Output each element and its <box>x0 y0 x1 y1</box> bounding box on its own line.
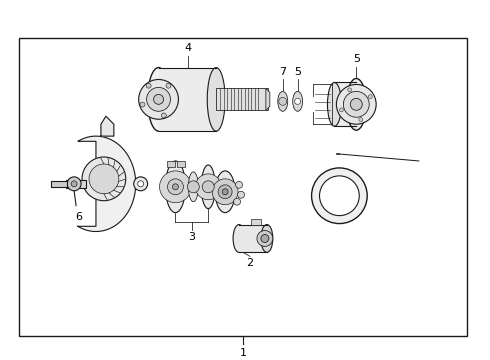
Bar <box>251 219 261 225</box>
Circle shape <box>71 181 77 187</box>
Circle shape <box>140 102 145 107</box>
Ellipse shape <box>188 172 198 202</box>
Bar <box>51 181 67 187</box>
Circle shape <box>202 181 214 193</box>
Circle shape <box>139 80 178 119</box>
Ellipse shape <box>293 91 303 111</box>
Circle shape <box>212 179 238 205</box>
Circle shape <box>146 83 151 88</box>
Circle shape <box>161 113 166 118</box>
Ellipse shape <box>215 171 235 213</box>
Bar <box>239 225 267 252</box>
Bar <box>177 161 185 167</box>
Text: 3: 3 <box>188 231 196 242</box>
Circle shape <box>238 191 245 198</box>
Circle shape <box>153 94 164 104</box>
Circle shape <box>294 98 301 104</box>
Circle shape <box>134 177 147 191</box>
Text: 2: 2 <box>246 258 253 268</box>
Polygon shape <box>78 136 136 231</box>
Circle shape <box>234 198 241 205</box>
Circle shape <box>160 171 192 203</box>
Bar <box>334 82 356 126</box>
Ellipse shape <box>233 225 245 252</box>
Ellipse shape <box>147 68 170 131</box>
Text: 1: 1 <box>240 348 246 358</box>
Circle shape <box>279 97 287 105</box>
Circle shape <box>196 174 221 200</box>
Ellipse shape <box>327 82 342 126</box>
Ellipse shape <box>201 165 215 209</box>
Circle shape <box>138 181 144 187</box>
Circle shape <box>147 87 171 111</box>
Circle shape <box>319 176 359 216</box>
Text: 5: 5 <box>294 67 301 77</box>
Circle shape <box>82 157 126 201</box>
Ellipse shape <box>166 161 185 213</box>
Circle shape <box>166 83 171 88</box>
Circle shape <box>236 181 243 188</box>
Ellipse shape <box>346 78 366 130</box>
Ellipse shape <box>207 68 225 131</box>
Circle shape <box>350 98 362 110</box>
Circle shape <box>168 179 183 195</box>
Text: 4: 4 <box>185 43 192 53</box>
Circle shape <box>187 181 199 193</box>
Circle shape <box>348 88 352 92</box>
Text: 7: 7 <box>279 67 286 77</box>
Bar <box>216 89 268 110</box>
Bar <box>20 38 466 336</box>
Circle shape <box>172 184 178 190</box>
Circle shape <box>368 95 372 99</box>
Bar <box>168 161 175 167</box>
Ellipse shape <box>261 225 273 252</box>
Polygon shape <box>266 89 270 110</box>
Circle shape <box>218 185 232 199</box>
Circle shape <box>257 230 273 246</box>
Circle shape <box>340 108 343 112</box>
Circle shape <box>67 177 81 191</box>
Circle shape <box>261 234 269 242</box>
Polygon shape <box>101 116 114 136</box>
Circle shape <box>312 168 367 224</box>
Bar <box>159 68 216 131</box>
Bar <box>66 180 86 188</box>
Text: 6: 6 <box>75 212 83 222</box>
Circle shape <box>343 91 369 117</box>
Circle shape <box>89 164 119 194</box>
Text: 5: 5 <box>353 54 360 64</box>
Circle shape <box>222 189 228 195</box>
Circle shape <box>337 85 376 124</box>
Circle shape <box>359 118 363 122</box>
Ellipse shape <box>278 91 288 111</box>
